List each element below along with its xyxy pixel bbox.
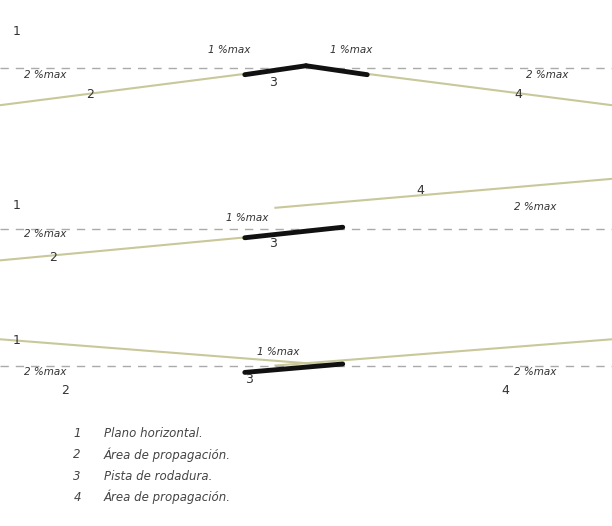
Text: 4: 4 bbox=[502, 384, 510, 397]
Text: 4: 4 bbox=[73, 491, 81, 503]
Text: 2 %max: 2 %max bbox=[514, 367, 556, 377]
Text: 2 %max: 2 %max bbox=[514, 201, 556, 212]
Text: Plano horizontal.: Plano horizontal. bbox=[104, 428, 203, 440]
Text: 3: 3 bbox=[269, 237, 277, 249]
Text: 2 %max: 2 %max bbox=[24, 70, 67, 80]
Text: 1 %max: 1 %max bbox=[257, 347, 299, 358]
Text: 2 %max: 2 %max bbox=[526, 70, 569, 80]
Text: 1 %max: 1 %max bbox=[330, 45, 373, 55]
Text: 2: 2 bbox=[49, 251, 57, 264]
Text: 2: 2 bbox=[61, 384, 69, 397]
Text: 2: 2 bbox=[86, 88, 94, 101]
Text: 1: 1 bbox=[12, 199, 20, 211]
Text: 4: 4 bbox=[514, 88, 522, 101]
Text: 2: 2 bbox=[73, 449, 81, 461]
Text: 1: 1 bbox=[73, 428, 81, 440]
Text: 2 %max: 2 %max bbox=[24, 229, 67, 239]
Text: 4: 4 bbox=[416, 184, 424, 197]
Text: 3: 3 bbox=[269, 76, 277, 89]
Text: 1: 1 bbox=[12, 25, 20, 38]
Text: 1: 1 bbox=[12, 335, 20, 347]
Text: 2 %max: 2 %max bbox=[24, 367, 67, 377]
Text: 1 %max: 1 %max bbox=[208, 45, 250, 55]
Text: Pista de rodadura.: Pista de rodadura. bbox=[104, 470, 212, 482]
Text: Área de propagación.: Área de propagación. bbox=[104, 490, 231, 504]
Text: 3: 3 bbox=[73, 470, 81, 482]
Text: 3: 3 bbox=[245, 373, 253, 386]
Text: 1 %max: 1 %max bbox=[226, 213, 269, 224]
Text: Área de propagación.: Área de propagación. bbox=[104, 448, 231, 462]
